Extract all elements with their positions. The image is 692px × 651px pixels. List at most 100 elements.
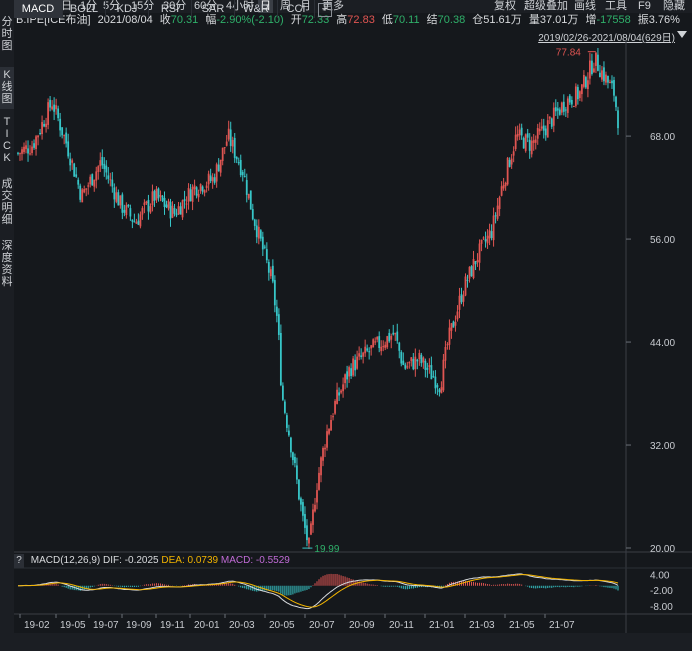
sidebar-tab-fenshi[interactable]: 分时图 <box>0 16 14 56</box>
candle-body <box>582 74 585 87</box>
date-range-label[interactable]: 2019/02/26-2021/08/04(629日) <box>538 33 675 44</box>
dropdown-triangle-icon[interactable] <box>677 31 687 38</box>
date-tick-label: 20-05 <box>269 620 295 631</box>
period-tab-4h[interactable]: 4小时 <box>226 0 255 12</box>
candle-body <box>127 204 130 207</box>
candle-body <box>265 249 268 261</box>
macd-info-bar: ? MACD(12,26,9) DIF: -0.2025 DEA: 0.0739… <box>14 554 290 568</box>
candle-body <box>103 163 106 169</box>
candle-body <box>139 214 142 227</box>
candle-body <box>77 179 80 185</box>
dea-label: DEA: <box>161 555 185 566</box>
oi-label: 仓 <box>472 14 484 26</box>
candle-body <box>105 165 108 173</box>
candle-body <box>508 160 511 167</box>
hide-button[interactable]: 隐藏 <box>663 0 685 12</box>
candle-body <box>444 346 447 361</box>
draw-line-button[interactable]: 画线 <box>574 0 596 12</box>
candle-body <box>611 80 613 84</box>
max-price-label: 77.84 <box>556 48 581 59</box>
sidebar-tab-fenshi-label: 分时图 <box>1 16 13 52</box>
candle-body <box>366 348 369 351</box>
macd-axis-label: -8.00 <box>650 602 673 613</box>
candle-body <box>251 209 254 220</box>
candle-body <box>149 206 152 213</box>
candle-body <box>378 336 381 348</box>
candle-body <box>308 537 310 544</box>
candle-body <box>522 138 525 149</box>
candle-body <box>300 498 302 505</box>
macd-help-icon[interactable]: ? <box>14 554 24 568</box>
candle-body <box>111 179 114 187</box>
date-tick-label: 20-09 <box>349 620 375 631</box>
candle-body <box>418 352 421 360</box>
period-tab-1m[interactable]: 1分 <box>80 0 98 12</box>
candle-body <box>552 107 555 126</box>
add-indicator-icon[interactable]: + <box>318 3 332 17</box>
candle-body <box>133 221 136 223</box>
indicator-tab-bar <box>0 633 692 651</box>
high-value: 72.83 <box>347 14 375 26</box>
tab-wr[interactable]: W&R <box>235 0 278 18</box>
candle-body <box>595 52 597 66</box>
candle-body <box>492 215 495 241</box>
candle-body <box>201 186 204 192</box>
candle-body <box>125 205 128 216</box>
tab-kdj[interactable]: KDJ <box>106 0 149 18</box>
tab-cci[interactable]: CCI <box>278 0 315 18</box>
candle-body <box>167 200 170 209</box>
candle-body <box>436 385 439 388</box>
candle-body <box>568 95 571 103</box>
date-tick-label: 20-01 <box>194 620 220 631</box>
period-tab-day[interactable]: 日 <box>258 0 273 13</box>
sidebar-tab-depth[interactable]: 深度资料 <box>0 240 14 292</box>
candle-body <box>91 174 94 186</box>
amplitude-label: 振 <box>637 14 649 26</box>
candle-body <box>390 336 393 340</box>
candle-body <box>412 358 415 370</box>
candle-body <box>189 189 192 202</box>
candle-body <box>99 160 102 167</box>
candle-body <box>448 327 451 345</box>
candle-body <box>283 401 286 413</box>
tab-boll[interactable]: BOLL <box>63 0 106 18</box>
tab-macd[interactable]: MACD <box>14 0 63 18</box>
period-tab-week[interactable]: 周 <box>280 0 291 12</box>
period-tab-60m[interactable]: 60分 <box>194 0 218 12</box>
super-overlay-button[interactable]: 超级叠加 <box>524 0 568 12</box>
tab-sar[interactable]: SAR <box>192 0 235 18</box>
candle-body <box>584 77 587 88</box>
tab-rsi[interactable]: RSI <box>149 0 192 18</box>
candle-body <box>580 84 583 95</box>
period-tab-30m[interactable]: 30分 <box>163 0 187 12</box>
left-sidebar <box>0 13 14 635</box>
candle-body <box>253 219 256 226</box>
candle-body <box>241 172 244 176</box>
candle-body <box>229 129 232 146</box>
candle-body <box>352 358 355 376</box>
candle-body <box>607 76 609 83</box>
candle-body <box>460 294 463 303</box>
candle-body <box>617 110 619 129</box>
candle-body <box>484 239 487 242</box>
candle-body <box>225 141 228 146</box>
sidebar-tab-trades[interactable]: 成交明细 <box>0 178 14 230</box>
tools-button[interactable]: 工具 <box>605 0 627 12</box>
candle-body <box>115 192 118 202</box>
candle-body <box>350 368 353 377</box>
sidebar-tab-tick[interactable]: TICK <box>0 116 14 168</box>
candle-body <box>550 118 553 127</box>
sidebar-tab-kline[interactable]: K线图 <box>0 67 14 109</box>
candle-body <box>458 295 461 310</box>
candle-body <box>615 96 617 108</box>
sidebar-tab-trades-label: 成交明细 <box>1 178 13 226</box>
period-tab-5m[interactable]: 5分 <box>103 0 121 12</box>
price-tick-label: 44.00 <box>650 338 675 349</box>
period-tab-month[interactable]: 月 <box>300 0 311 12</box>
candle-body <box>322 448 324 461</box>
candle-body <box>177 206 180 215</box>
f9-button[interactable]: F9 <box>638 0 651 12</box>
fuquan-button[interactable]: 复权 <box>494 0 516 12</box>
candle-body <box>450 323 453 331</box>
